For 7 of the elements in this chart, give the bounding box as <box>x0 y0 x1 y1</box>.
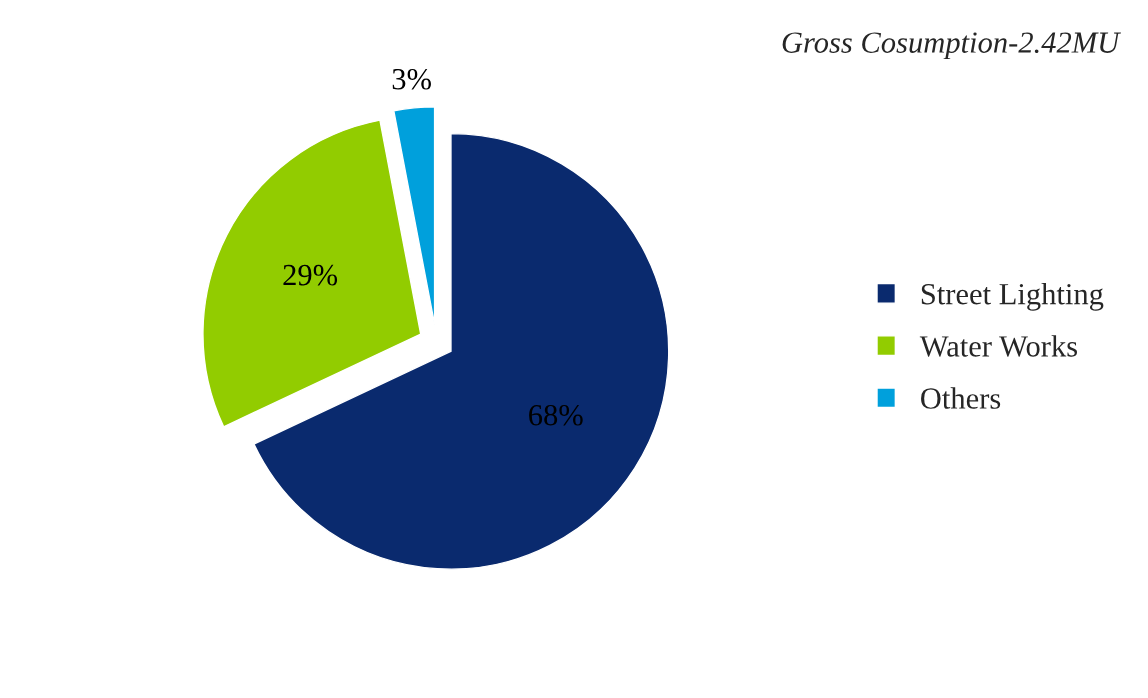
chart-title: Gross Cosumption-2.42MU <box>782 32 1121 60</box>
legend-label: Water Works <box>919 335 1077 357</box>
legend-label: Others <box>921 387 1001 409</box>
data-label: 68% <box>529 404 583 426</box>
data-label: 29% <box>283 264 338 286</box>
legend-label: Street Lighting <box>921 282 1104 311</box>
data-label: 3% <box>392 68 431 90</box>
